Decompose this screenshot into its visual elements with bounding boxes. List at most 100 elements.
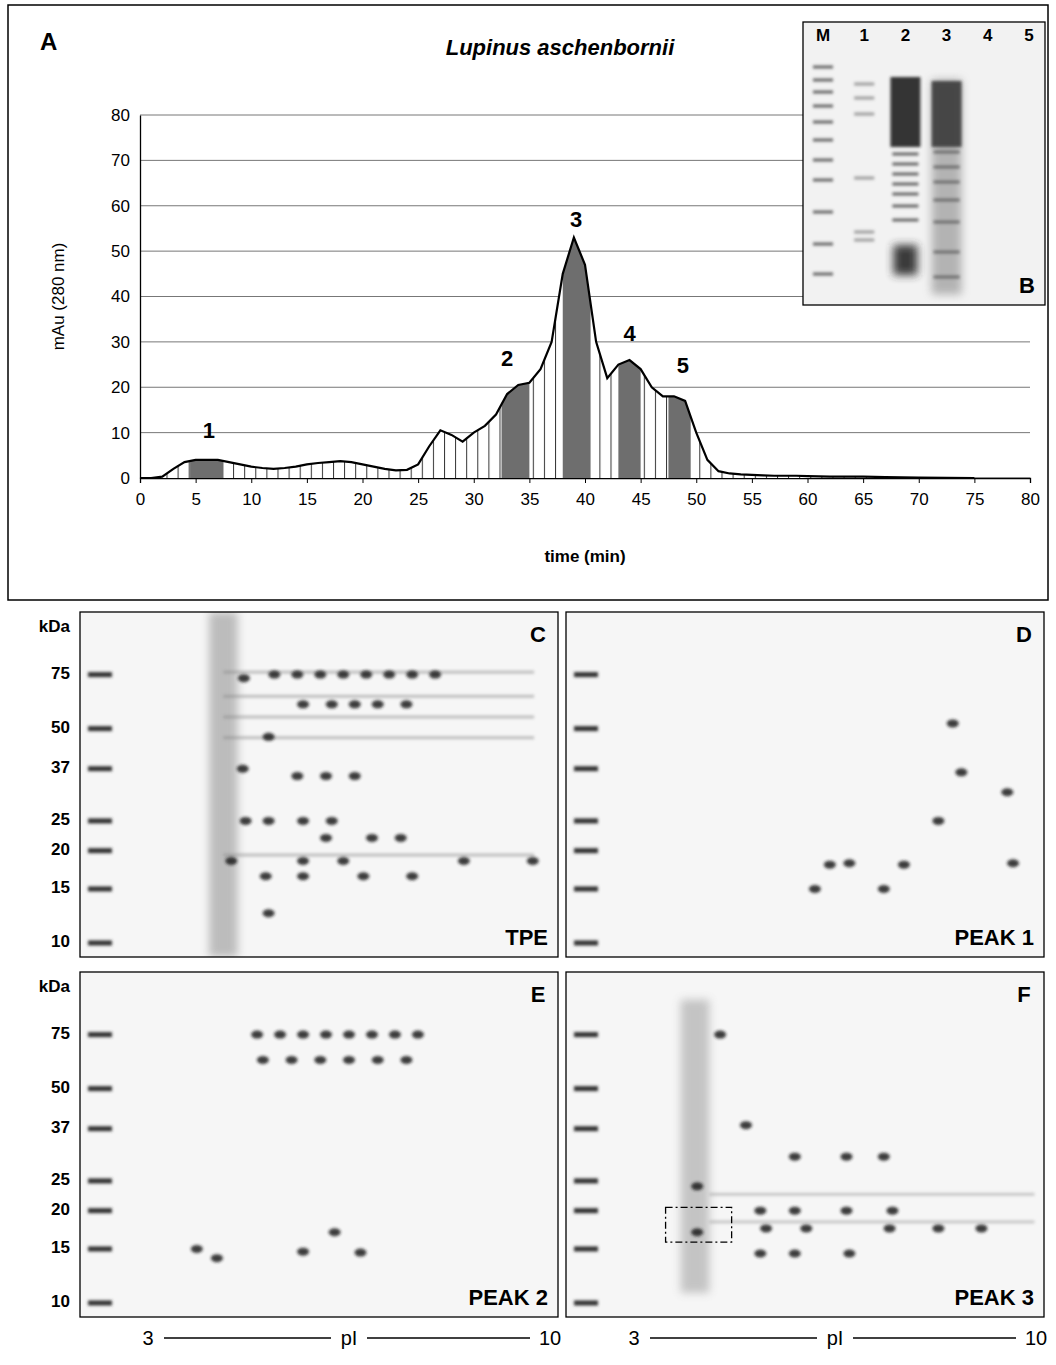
x-tick: 45 bbox=[632, 478, 651, 509]
x-tick-label: 35 bbox=[520, 490, 539, 509]
protein-spot bbox=[789, 1249, 801, 1257]
protein-spot bbox=[955, 768, 967, 776]
protein-spot bbox=[840, 1153, 852, 1161]
y-tick-label: 20 bbox=[111, 378, 130, 397]
ladder-band bbox=[574, 818, 598, 823]
gel-band bbox=[854, 113, 874, 116]
ladder-band bbox=[574, 848, 598, 853]
lane-label: 1 bbox=[859, 26, 868, 45]
panel-letter: C bbox=[530, 622, 546, 647]
gel-name: PEAK 2 bbox=[469, 1285, 548, 1310]
protein-spot bbox=[320, 1031, 332, 1039]
gel-frame bbox=[566, 972, 1044, 1317]
x-tick: 50 bbox=[687, 478, 706, 509]
protein-spot bbox=[297, 1031, 309, 1039]
ladder-band bbox=[88, 1126, 112, 1131]
y-tick: 0 bbox=[121, 469, 140, 488]
protein-spot bbox=[760, 1224, 772, 1232]
ladder-band bbox=[88, 818, 112, 823]
lane-label: 4 bbox=[983, 26, 993, 45]
gel-band bbox=[893, 245, 917, 275]
protein-spot bbox=[366, 834, 378, 842]
gel-band bbox=[932, 81, 962, 147]
figure: A010203040506070800510152025303540455055… bbox=[0, 0, 1056, 1365]
protein-spot bbox=[263, 817, 275, 825]
protein-spot bbox=[268, 671, 280, 679]
pi-axis-line bbox=[650, 1337, 817, 1338]
kda-tick-label: 15 bbox=[51, 878, 70, 897]
protein-spot bbox=[297, 857, 309, 865]
protein-spot bbox=[843, 1249, 855, 1257]
x-tick-label: 40 bbox=[576, 490, 595, 509]
y-tick: 50 bbox=[111, 242, 140, 261]
protein-spot bbox=[714, 1031, 726, 1039]
protein-spot bbox=[372, 1056, 384, 1064]
x-tick-mark bbox=[974, 478, 975, 483]
panel-letter: E bbox=[531, 982, 546, 1007]
x-tick-mark bbox=[808, 478, 809, 483]
panel-frame bbox=[8, 5, 1048, 600]
y-axis-title: mAu (280 nm) bbox=[49, 243, 68, 351]
gel-frame bbox=[80, 612, 558, 957]
gel-band bbox=[813, 139, 833, 142]
protein-spot bbox=[286, 1056, 298, 1064]
protein-spot bbox=[343, 1031, 355, 1039]
ladder-band bbox=[88, 726, 112, 731]
x-tick-mark bbox=[641, 478, 642, 483]
protein-spot bbox=[263, 909, 275, 917]
pi-axis-line bbox=[367, 1337, 530, 1338]
panel-letter: A bbox=[40, 28, 57, 55]
ladder-band bbox=[574, 1208, 598, 1213]
ladder-band bbox=[574, 1126, 598, 1131]
protein-spot bbox=[400, 1056, 412, 1064]
x-tick: 10 bbox=[242, 478, 261, 509]
x-tick-mark bbox=[363, 478, 364, 483]
protein-spot bbox=[240, 817, 252, 825]
inset-frame bbox=[803, 22, 1045, 305]
y-tick: 10 bbox=[111, 424, 140, 443]
protein-spot bbox=[886, 1207, 898, 1215]
protein-spot bbox=[406, 671, 418, 679]
lane-label: 3 bbox=[942, 26, 951, 45]
x-tick-label: 80 bbox=[1021, 490, 1040, 509]
protein-spot bbox=[349, 772, 361, 780]
protein-spot bbox=[809, 885, 821, 893]
protein-spot bbox=[314, 1056, 326, 1064]
chart-title: Lupinus aschenbornii bbox=[446, 35, 675, 60]
fraction bbox=[563, 115, 591, 478]
protein-spot bbox=[389, 1031, 401, 1039]
kda-tick-label: 37 bbox=[51, 758, 70, 777]
x-tick-mark bbox=[140, 478, 141, 483]
x-tick-label: 45 bbox=[632, 490, 651, 509]
gel-band bbox=[934, 276, 960, 279]
protein-spot bbox=[257, 1056, 269, 1064]
x-tick-label: 20 bbox=[354, 490, 373, 509]
x-tick-mark bbox=[307, 478, 308, 483]
gel-background bbox=[566, 612, 1044, 957]
kda-tick-label: 20 bbox=[51, 1200, 70, 1219]
protein-spot bbox=[211, 1254, 223, 1262]
x-tick-label: 50 bbox=[687, 490, 706, 509]
ladder-band bbox=[574, 1300, 598, 1305]
kda-tick-label: 50 bbox=[51, 1078, 70, 1097]
x-tick-mark bbox=[251, 478, 252, 483]
peak-label: 4 bbox=[623, 321, 636, 346]
x-tick-label: 65 bbox=[854, 490, 873, 509]
x-tick-label: 70 bbox=[910, 490, 929, 509]
kda-tick-label: 15 bbox=[51, 1238, 70, 1257]
protein-spot bbox=[754, 1249, 766, 1257]
x-tick-label: 25 bbox=[409, 490, 428, 509]
x-tick: 40 bbox=[576, 478, 595, 509]
protein-spot bbox=[412, 1031, 424, 1039]
protein-spot bbox=[329, 1228, 341, 1236]
y-tick-label: 10 bbox=[111, 424, 130, 443]
gel-band bbox=[854, 83, 874, 86]
ladder-band bbox=[574, 1246, 598, 1251]
y-tick: 80 bbox=[111, 106, 140, 125]
gel-band bbox=[813, 66, 833, 69]
y-tick-label: 60 bbox=[111, 197, 130, 216]
x-tick: 15 bbox=[298, 478, 317, 509]
ladder-band bbox=[574, 1178, 598, 1183]
pi-tick-label: 10 bbox=[539, 1327, 561, 1349]
ladder-band bbox=[88, 1208, 112, 1213]
